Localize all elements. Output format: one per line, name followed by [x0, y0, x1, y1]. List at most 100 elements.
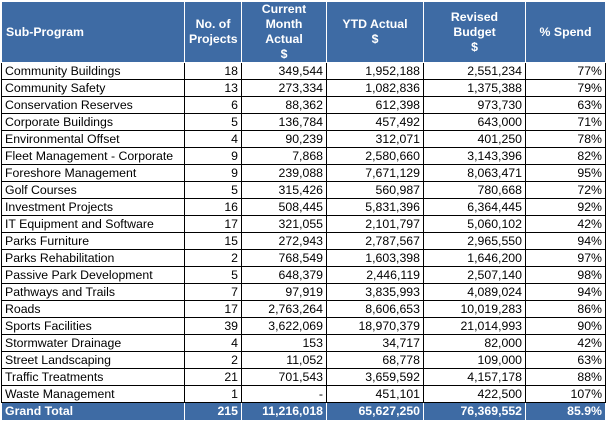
header-current-unit: $: [280, 47, 288, 61]
cell-sub-program: Foreshore Management: [1, 164, 185, 182]
cell-revised-budget: 643,000: [423, 113, 526, 131]
table-row: Traffic Treatments 21 701,543 3,659,592 4,15…: [1, 368, 606, 386]
table-row: Parks Rehabilitation 2 768,549 1,603,398 1,6…: [1, 249, 606, 267]
cell-spend: 98%: [525, 266, 606, 284]
cell-ytd: 2,101,797: [326, 215, 424, 233]
cell-current-month: 3,622,069: [241, 317, 327, 335]
cell-revised-budget: 401,250: [423, 130, 526, 148]
cell-projects: 7: [184, 283, 242, 301]
table-row: Passive Park Development 5 648,379 2,446,11…: [1, 266, 606, 284]
cell-spend: 42%: [525, 334, 606, 352]
table-header: Sub-Program No. of Projects Current Mont…: [1, 1, 606, 63]
cell-sub-program: Roads: [1, 300, 185, 318]
cell-ytd: 2,446,119: [326, 266, 424, 284]
cell-current-month: 97,919: [241, 283, 327, 301]
cell-current-month: 648,379: [241, 266, 327, 284]
cell-ytd: 8,606,653: [326, 300, 424, 318]
table-row: Stormwater Drainage 4 153 34,717 82,000 42%: [1, 334, 606, 352]
cell-spend: 94%: [525, 283, 606, 301]
cell-ytd: 2,580,660: [326, 147, 424, 165]
cell-ytd: 68,778: [326, 351, 424, 369]
cell-sub-program: Conservation Reserves: [1, 96, 185, 114]
cell-revised-budget: 3,143,396: [423, 147, 526, 165]
table-row: IT Equipment and Software 17 321,055 2,101,…: [1, 215, 606, 233]
cell-sub-program: Traffic Treatments: [1, 368, 185, 386]
cell-sub-program: Corporate Buildings: [1, 113, 185, 131]
cell-sub-program: Parks Rehabilitation: [1, 249, 185, 267]
header-row: Sub-Program No. of Projects Current Mont…: [1, 1, 606, 63]
header-sub-program-label: Sub-Program: [6, 24, 84, 39]
cell-current-month: 273,334: [241, 79, 327, 97]
total-revised-budget: 76,369,552: [423, 402, 526, 421]
cell-current-month: 768,549: [241, 249, 327, 267]
cell-revised-budget: 1,646,200: [423, 249, 526, 267]
cell-projects: 21: [184, 368, 242, 386]
cell-projects: 16: [184, 198, 242, 216]
cell-spend: 92%: [525, 198, 606, 216]
cell-ytd: 312,071: [326, 130, 424, 148]
cell-current-month: -: [241, 385, 327, 403]
cell-revised-budget: 6,364,445: [423, 198, 526, 216]
cell-projects: 1: [184, 385, 242, 403]
cell-projects: 2: [184, 249, 242, 267]
table-row: Roads 17 2,763,264 8,606,653 10,019,283 86%: [1, 300, 606, 318]
cell-revised-budget: 8,063,471: [423, 164, 526, 182]
cell-revised-budget: 10,019,283: [423, 300, 526, 318]
cell-current-month: 2,763,264: [241, 300, 327, 318]
cell-ytd: 7,671,129: [326, 164, 424, 182]
cell-spend: 82%: [525, 147, 606, 165]
cell-current-month: 239,088: [241, 164, 327, 182]
table-row: Pathways and Trails 7 97,919 3,835,993 4,089…: [1, 283, 606, 301]
cell-ytd: 5,831,396: [326, 198, 424, 216]
cell-projects: 4: [184, 130, 242, 148]
cell-projects: 15: [184, 232, 242, 250]
cell-projects: 2: [184, 351, 242, 369]
cell-current-month: 701,543: [241, 368, 327, 386]
table-row: Street Landscaping 2 11,052 68,778 109,000 63…: [1, 351, 606, 369]
cell-revised-budget: 5,060,102: [423, 215, 526, 233]
cell-revised-budget: 109,000: [423, 351, 526, 369]
table-row: Community Safety 13 273,334 1,082,836 1,375,…: [1, 79, 606, 97]
table-row: Corporate Buildings 5 136,784 457,492 643,00…: [1, 113, 606, 131]
cell-sub-program: Fleet Management - Corporate: [1, 147, 185, 165]
cell-sub-program: Waste Management: [1, 385, 185, 403]
cell-revised-budget: 2,507,140: [423, 266, 526, 284]
cell-spend: 42%: [525, 215, 606, 233]
table-body: Community Buildings 18 349,544 1,952,188 2,5…: [1, 62, 606, 403]
cell-revised-budget: 21,014,993: [423, 317, 526, 335]
cell-projects: 6: [184, 96, 242, 114]
cell-current-month: 136,784: [241, 113, 327, 131]
cell-ytd: 3,659,592: [326, 368, 424, 386]
cell-ytd: 1,952,188: [326, 62, 424, 80]
total-ytd: 65,627,250: [326, 402, 424, 421]
header-budget-line1: Revised: [450, 9, 499, 24]
table-row: Conservation Reserves 6 88,362 612,398 973,7…: [1, 96, 606, 114]
cell-projects: 5: [184, 181, 242, 199]
cell-sub-program: Community Buildings: [1, 62, 185, 80]
header-ytd: YTD Actual $: [326, 1, 424, 63]
table-row: Fleet Management - Corporate 9 7,868 2,580,…: [1, 147, 606, 165]
cell-revised-budget: 2,965,550: [423, 232, 526, 250]
cell-current-month: 7,868: [241, 147, 327, 165]
total-spend: 85.9%: [525, 402, 606, 421]
cell-ytd: 18,970,379: [326, 317, 424, 335]
cell-spend: 88%: [525, 368, 606, 386]
grand-total-row: Grand Total 215 11,216,018 65,627,250 76…: [1, 402, 606, 421]
table-row: Foreshore Management 9 239,088 7,671,129 8,0…: [1, 164, 606, 182]
cell-ytd: 451,101: [326, 385, 424, 403]
cell-current-month: 88,362: [241, 96, 327, 114]
cell-revised-budget: 780,668: [423, 181, 526, 199]
cell-spend: 79%: [525, 79, 606, 97]
cell-spend: 77%: [525, 62, 606, 80]
cell-ytd: 457,492: [326, 113, 424, 131]
cell-projects: 5: [184, 113, 242, 131]
cell-sub-program: Parks Furniture: [1, 232, 185, 250]
total-projects: 215: [184, 402, 242, 421]
cell-spend: 107%: [525, 385, 606, 403]
cell-sub-program: Environmental Offset: [1, 130, 185, 148]
header-current-line2: Month Actual: [265, 17, 303, 46]
cell-spend: 95%: [525, 164, 606, 182]
cell-sub-program: Golf Courses: [1, 181, 185, 199]
header-current-month: Current Month Actual $: [241, 1, 327, 63]
cell-ytd: 612,398: [326, 96, 424, 114]
